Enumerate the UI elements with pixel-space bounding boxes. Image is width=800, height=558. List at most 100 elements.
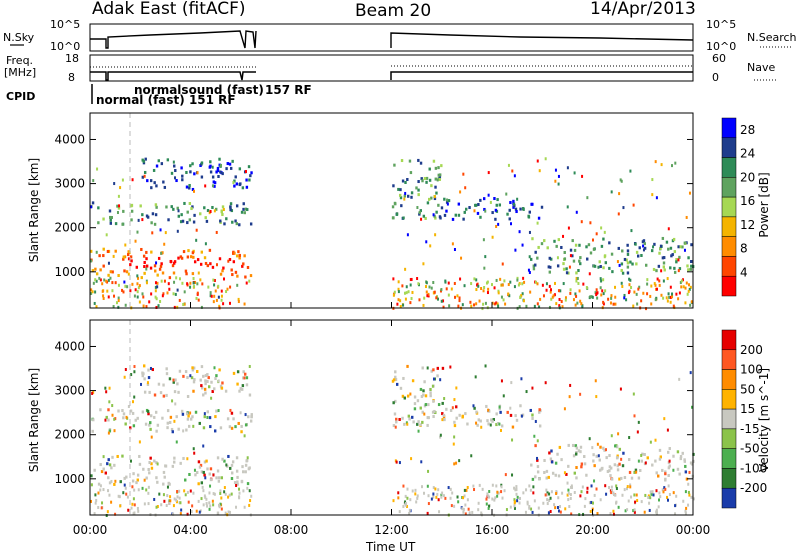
heatmap-cell — [512, 205, 515, 209]
heatmap-cell — [108, 429, 112, 433]
heatmap-cell — [204, 216, 207, 220]
heatmap-cell — [166, 485, 169, 489]
heatmap-cell — [229, 285, 232, 289]
heatmap-cell — [123, 269, 126, 273]
heatmap-cell — [155, 505, 158, 509]
heatmap-cell — [179, 255, 183, 259]
heatmap-cell — [462, 510, 465, 514]
heatmap-cell — [684, 511, 687, 515]
heatmap-cell — [573, 171, 576, 175]
heatmap-cell — [157, 382, 161, 386]
heatmap-cell — [429, 391, 432, 395]
heatmap-cell — [430, 369, 433, 373]
nsearch-tick-bottom: 10^0 — [706, 40, 736, 53]
heatmap-cell — [646, 278, 649, 282]
heatmap-cell — [662, 261, 666, 265]
heatmap-cell — [134, 239, 137, 243]
heatmap-cell — [141, 292, 144, 296]
heatmap-cell — [603, 230, 606, 234]
heatmap-cell — [213, 366, 216, 370]
heatmap-cell — [410, 457, 413, 461]
heatmap-cell — [220, 496, 223, 500]
heatmap-cell — [155, 184, 158, 188]
heatmap-cell — [638, 246, 641, 250]
heatmap-cell — [450, 504, 453, 508]
heatmap-cell — [453, 398, 456, 402]
heatmap-cell — [156, 480, 159, 484]
heatmap-cell — [649, 440, 652, 444]
heatmap-cell — [660, 269, 663, 273]
heatmap-cell — [495, 224, 498, 228]
heatmap-cell — [180, 409, 184, 413]
heatmap-cell — [205, 497, 208, 501]
heatmap-cell — [150, 292, 153, 296]
heatmap-cell — [170, 171, 174, 175]
heatmap-cell — [534, 250, 537, 254]
heatmap-cell — [484, 364, 487, 368]
heatmap-cell — [536, 439, 539, 443]
heatmap-cell — [392, 277, 395, 281]
heatmap-cell — [454, 295, 457, 299]
heatmap-cell — [592, 459, 595, 463]
heatmap-cell — [628, 283, 631, 287]
heatmap-cell — [548, 270, 552, 274]
heatmap-cell — [145, 488, 148, 492]
heatmap-cell — [579, 256, 582, 260]
heatmap-cell — [213, 387, 216, 391]
heatmap-cell — [602, 302, 605, 306]
heatmap-cell — [395, 460, 398, 464]
colorbar-segment — [721, 216, 737, 237]
heatmap-cell — [159, 391, 163, 395]
heatmap-cell — [220, 163, 223, 167]
heatmap-cell — [166, 421, 170, 425]
heatmap-cell — [423, 491, 426, 495]
heatmap-cell — [658, 498, 661, 502]
heatmap-cell — [521, 292, 524, 296]
heatmap-cell — [220, 289, 223, 293]
velocity-heatmap-cells — [90, 364, 695, 517]
heatmap-cell — [185, 272, 188, 276]
heatmap-cell — [122, 416, 125, 420]
heatmap-cell — [529, 408, 532, 412]
heatmap-cell — [604, 261, 608, 265]
heatmap-cell — [604, 484, 607, 488]
heatmap-cell — [164, 464, 168, 468]
heatmap-cell — [147, 502, 150, 506]
heatmap-cell — [188, 183, 191, 187]
heatmap-cell — [449, 365, 452, 369]
heatmap-cell — [229, 205, 232, 209]
heatmap-cell — [560, 300, 563, 304]
heatmap-cell — [525, 390, 528, 394]
heatmap-cell — [112, 305, 115, 309]
heatmap-cell — [415, 500, 418, 504]
heatmap-cell — [192, 281, 195, 285]
heatmap-cell — [685, 281, 688, 285]
heatmap-cell — [250, 494, 253, 498]
heatmap-cell — [195, 228, 198, 232]
heatmap-cell — [642, 291, 645, 295]
heatmap-cell — [566, 493, 569, 497]
heatmap-cell — [579, 494, 582, 498]
heatmap-cell — [403, 422, 406, 426]
heatmap-cell — [491, 497, 494, 501]
heatmap-cell — [588, 437, 591, 441]
heatmap-cell — [181, 219, 185, 223]
heatmap-cell — [242, 370, 245, 374]
heatmap-cell — [563, 257, 567, 261]
heatmap-cell — [605, 456, 608, 460]
heatmap-cell — [476, 423, 479, 427]
heatmap-cell — [485, 281, 488, 285]
heatmap-cell — [213, 209, 216, 213]
heatmap-cell — [436, 492, 439, 496]
heatmap-cell — [212, 473, 215, 477]
heatmap-cell — [496, 494, 499, 498]
heatmap-cell — [433, 409, 436, 413]
heatmap-cell — [225, 217, 228, 221]
heatmap-cell — [515, 210, 518, 214]
heatmap-cell — [218, 503, 221, 507]
heatmap-cell — [509, 280, 512, 284]
heatmap-cell — [642, 248, 645, 252]
heatmap-cell — [223, 222, 226, 226]
heatmap-cell — [237, 297, 240, 301]
